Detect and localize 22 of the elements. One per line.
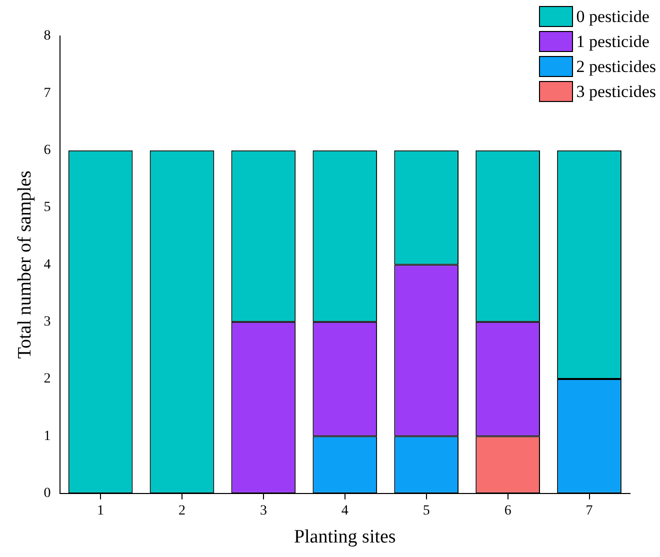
y-tick-label: 2 — [44, 372, 51, 387]
y-tick-label: 3 — [44, 314, 51, 330]
y-tick-label: 4 — [44, 257, 51, 272]
y-axis-title: Total number of samples — [14, 170, 36, 359]
x-tick-label: 2 — [178, 503, 186, 518]
x-tick-label: 4 — [341, 503, 348, 518]
y-tick-label: 0 — [44, 486, 51, 502]
legend-label: 2 pesticides — [576, 56, 656, 76]
y-tick-label: 8 — [44, 28, 51, 44]
y-tick-label: 5 — [44, 200, 51, 216]
legend-label: 0 pesticide — [576, 6, 650, 26]
x-axis-title: Planting sites — [294, 526, 396, 548]
y-tick-label: 7 — [44, 86, 51, 101]
legend-label: 1 pesticide — [576, 32, 650, 52]
x-tick-label: 5 — [422, 503, 430, 518]
y-tick-label: 1 — [44, 428, 51, 444]
y-tick-label: 6 — [44, 143, 51, 158]
x-tick-label: 1 — [97, 503, 104, 518]
legend-label: 3 pesticides — [576, 82, 656, 102]
x-tick-label: 7 — [586, 503, 593, 518]
x-tick-label: 6 — [504, 503, 512, 518]
x-tick-label: 3 — [260, 503, 267, 518]
